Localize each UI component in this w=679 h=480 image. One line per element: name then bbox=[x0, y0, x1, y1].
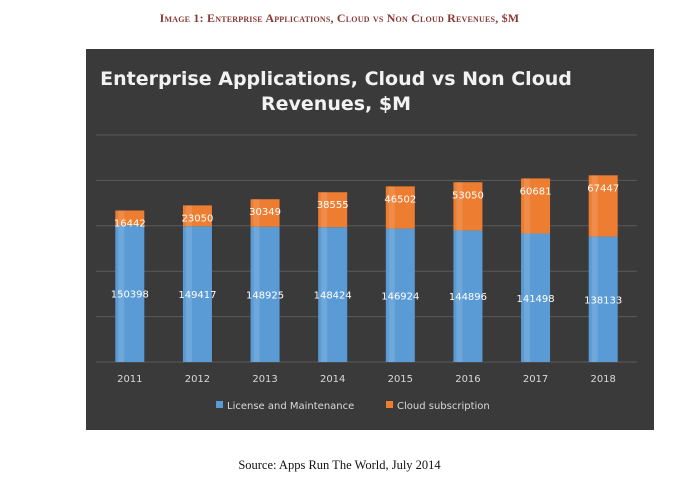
bar-license-maintenance bbox=[318, 227, 348, 362]
data-label: 148925 bbox=[246, 290, 284, 301]
data-label: 144896 bbox=[449, 292, 487, 303]
bar-highlight bbox=[591, 236, 598, 362]
legend-swatch-license bbox=[216, 401, 223, 408]
bar-cloud-subscription bbox=[250, 199, 280, 227]
source-note: Source: Apps Run The World, July 2014 bbox=[238, 458, 441, 472]
bar-license-maintenance bbox=[115, 225, 145, 362]
figure-caption: Image 1: Enterprise Applications, Cloud … bbox=[159, 11, 520, 25]
bar-highlight bbox=[456, 182, 463, 231]
bar-license-maintenance bbox=[182, 226, 212, 362]
data-label: 23050 bbox=[182, 213, 214, 224]
chart-panel: Enterprise Applications, Cloud vs Non Cl… bbox=[86, 49, 654, 430]
bar-license-maintenance bbox=[250, 226, 280, 362]
x-tick-label: 2017 bbox=[523, 374, 548, 385]
data-label: 146924 bbox=[381, 291, 419, 302]
bar-highlight bbox=[185, 205, 192, 227]
legend-swatch-cloud bbox=[386, 401, 393, 408]
data-label: 53050 bbox=[452, 190, 484, 201]
bar-highlight bbox=[185, 226, 192, 362]
data-label: 149417 bbox=[178, 290, 216, 301]
bar-cloud-subscription bbox=[521, 178, 551, 234]
bar-highlight bbox=[524, 178, 531, 234]
x-tick-label: 2016 bbox=[455, 374, 480, 385]
bar-highlight bbox=[253, 226, 260, 362]
data-label: 30349 bbox=[249, 207, 281, 218]
bar-cloud-subscription bbox=[115, 210, 145, 226]
bar-highlight bbox=[253, 199, 260, 227]
legend-label: Cloud subscription bbox=[397, 401, 490, 412]
x-tick-label: 2013 bbox=[252, 374, 277, 385]
data-label: 16442 bbox=[114, 219, 146, 230]
data-label: 60681 bbox=[520, 186, 552, 197]
data-label: 38555 bbox=[317, 200, 349, 211]
stacked-bar-chart: Enterprise Applications, Cloud vs Non Cl… bbox=[96, 68, 637, 412]
x-tick-label: 2011 bbox=[117, 374, 142, 385]
bar-cloud-subscription bbox=[318, 192, 348, 228]
bar-highlight bbox=[118, 225, 125, 362]
data-label: 67447 bbox=[587, 183, 619, 194]
bar-highlight bbox=[321, 227, 328, 362]
bar-license-maintenance bbox=[453, 230, 483, 362]
bar-cloud-subscription bbox=[385, 186, 415, 229]
bar-highlight bbox=[524, 233, 531, 362]
bar-cloud-subscription bbox=[588, 175, 618, 237]
bar-cloud-subscription bbox=[182, 205, 212, 227]
data-label: 141498 bbox=[516, 294, 554, 305]
data-label: 138133 bbox=[584, 295, 622, 306]
bar-cloud-subscription bbox=[453, 182, 483, 231]
data-label: 148424 bbox=[314, 291, 352, 302]
bar-license-maintenance bbox=[521, 233, 551, 362]
x-tick-label: 2014 bbox=[320, 374, 345, 385]
x-tick-label: 2018 bbox=[590, 374, 615, 385]
bar-highlight bbox=[591, 175, 598, 237]
x-tick-label: 2015 bbox=[388, 374, 413, 385]
bar-highlight bbox=[118, 210, 125, 226]
chart-title-line-1: Enterprise Applications, Cloud vs Non Cl… bbox=[100, 68, 572, 90]
bar-license-maintenance bbox=[588, 236, 618, 362]
bar-license-maintenance bbox=[385, 228, 415, 362]
bar-highlight bbox=[388, 228, 395, 362]
data-label: 46502 bbox=[384, 194, 416, 205]
x-tick-label: 2012 bbox=[185, 374, 210, 385]
bar-highlight bbox=[456, 230, 463, 362]
bar-highlight bbox=[388, 186, 395, 229]
legend-label: License and Maintenance bbox=[227, 401, 354, 412]
data-label: 150398 bbox=[111, 290, 149, 301]
bar-highlight bbox=[321, 192, 328, 228]
chart-title-line-2: Revenues, $M bbox=[261, 93, 411, 115]
